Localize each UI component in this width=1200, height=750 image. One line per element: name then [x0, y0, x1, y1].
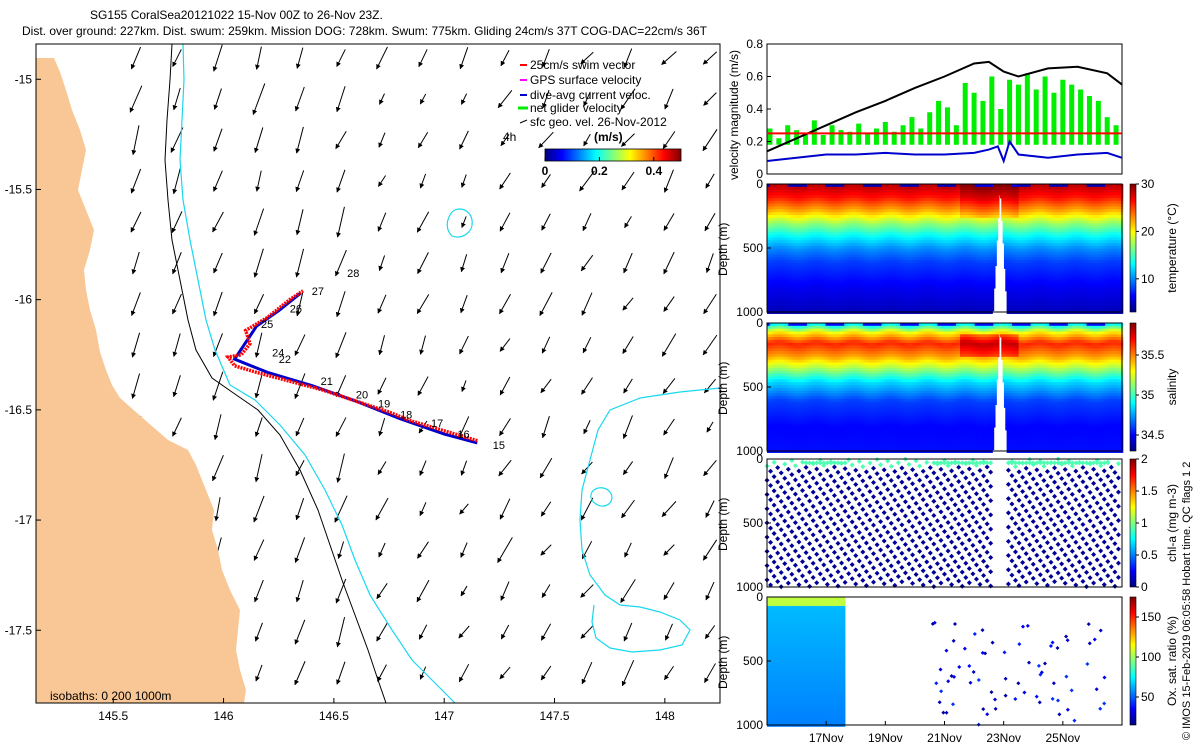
day-label: 21 [321, 376, 333, 388]
day-label: 17 [431, 418, 443, 430]
legend-dac-label: dive-avg current veloc. [530, 88, 651, 102]
legend-time-label: 4h [503, 130, 516, 144]
net-velocity-bar [989, 77, 994, 145]
map-colorbar-tick-label: 0.4 [645, 164, 662, 178]
net-velocity-bar [821, 135, 826, 145]
legend-gps-label: GPS surface velocity [530, 73, 641, 87]
net-velocity-bar [945, 107, 950, 144]
day-label: 25 [261, 319, 273, 331]
day-label: 15 [493, 440, 505, 452]
day-label: 28 [347, 268, 359, 280]
net-velocity-bar [998, 109, 1003, 145]
figure-canvas: 15161718192021222425262728 145.5 146 146.5… [0, 0, 1200, 750]
map-colorbar [545, 149, 681, 161]
map-x-tick-label: 148 [655, 709, 675, 723]
velocity-y-tick-label: 0.6 [746, 70, 763, 84]
net-velocity-bar [1105, 117, 1110, 145]
net-velocity-bar [1060, 80, 1065, 145]
velocity-y-tick-label: 0.2 [746, 135, 763, 149]
map-x-tick-label: 146.5 [319, 709, 349, 723]
net-velocity-bar [1016, 85, 1021, 145]
net-velocity-bar [1087, 96, 1092, 145]
net-velocity-bar [927, 112, 932, 145]
map-x-tick-label: 145.5 [98, 709, 128, 723]
map-y-tick-label: -17 [15, 513, 33, 527]
day-label: 19 [378, 398, 390, 410]
map-x-tick-label: 147 [434, 709, 454, 723]
net-velocity-bar [1051, 93, 1056, 145]
day-label: 16 [457, 429, 469, 441]
map-y-tick-label: -15 [15, 72, 33, 86]
net-velocity-bar [865, 133, 870, 144]
net-velocity-bar [838, 130, 843, 145]
net-velocity-bar [954, 125, 959, 145]
velocity-ylabel: velocity magnitude (m/s) [727, 50, 741, 180]
net-velocity-bar [1114, 125, 1119, 145]
map-x-tick-label: 147.5 [540, 709, 570, 723]
map-y-tick-label: -15.5 [5, 182, 33, 196]
net-velocity-bar [909, 117, 914, 145]
day-label: 18 [400, 409, 412, 421]
net-velocity-bar [830, 125, 835, 145]
net-velocity-bar [936, 101, 941, 145]
velocity-panel: 00.20.40.60.8 velocity magnitude (m/s) [727, 37, 1122, 181]
map-x-tick-label: 146 [214, 709, 234, 723]
legend-geo-label: sfc geo. vel. 26-Nov-2012 [530, 115, 667, 129]
colorbar-unit-label: (m/s) [594, 130, 623, 144]
map-y-tick-label: -17.5 [5, 623, 33, 637]
velocity-y-tick-label: 0.8 [746, 37, 763, 51]
net-velocity-bar [1096, 101, 1101, 145]
section-data-points [767, 184, 1123, 314]
net-velocity-bar [1007, 80, 1012, 145]
map-y-tick-label: -16.5 [5, 403, 33, 417]
net-velocity-bar [1043, 77, 1048, 145]
day-label: 24 [272, 348, 284, 360]
legend-swim-label: 25cm/s swim vector [530, 58, 635, 72]
net-velocity-bar [776, 138, 781, 145]
map-colorbar-tick-label: 0 [542, 164, 549, 178]
net-velocity-bar [980, 101, 985, 145]
map-colorbar-tick-label: 0.2 [591, 164, 608, 178]
isobath-note: isobaths: 0 200 1000m [50, 689, 171, 703]
day-label: 26 [290, 303, 302, 315]
day-label: 20 [356, 389, 368, 401]
net-velocity-bar [1078, 90, 1083, 145]
day-label: 27 [312, 286, 324, 298]
net-velocity-bar [874, 129, 879, 145]
legend-net-label: net glider velocity [530, 101, 623, 115]
net-velocity-bar [1034, 90, 1039, 145]
map-y-tick-label: -16 [15, 293, 33, 307]
net-velocity-bar [972, 93, 977, 145]
net-velocity-bar [918, 129, 923, 145]
net-velocity-bar [963, 83, 968, 145]
net-velocity-bar [1069, 85, 1074, 145]
net-velocity-bar [901, 125, 906, 145]
velocity-y-tick-label: 0.4 [746, 102, 763, 116]
net-velocity-bar [767, 129, 772, 145]
